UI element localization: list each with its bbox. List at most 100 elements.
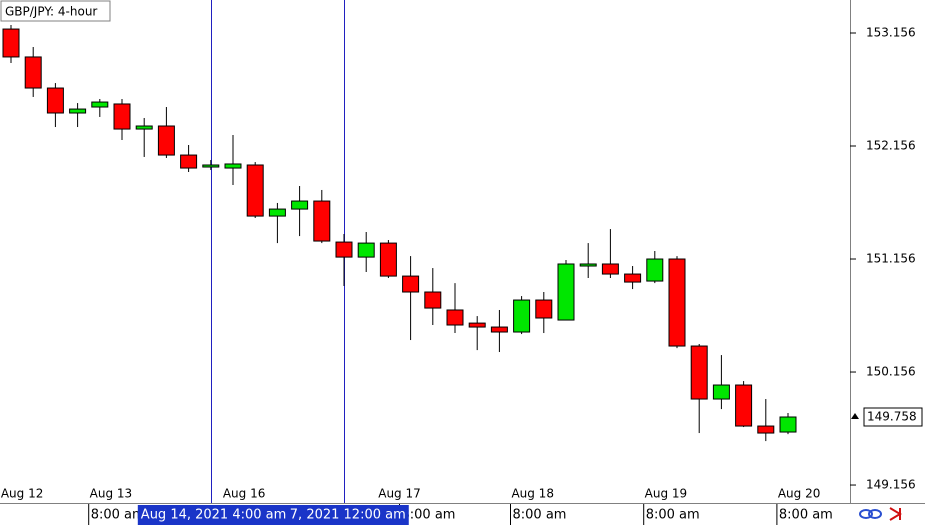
candle — [601, 229, 619, 279]
candle-body — [113, 103, 131, 130]
candle-body — [468, 322, 486, 328]
candle — [113, 98, 131, 141]
candle — [513, 296, 531, 335]
candle-body — [712, 384, 730, 400]
candle — [291, 186, 309, 237]
candle — [246, 162, 264, 218]
candle — [757, 399, 775, 442]
candle — [224, 135, 242, 185]
y-tick-label: 153.156 — [866, 25, 916, 39]
plot — [2, 0, 797, 503]
candle — [468, 316, 486, 351]
chart-title: GBP/JPY: 4-hour — [5, 5, 97, 19]
candle — [690, 343, 708, 434]
candle-body — [246, 164, 264, 217]
candle-body — [357, 242, 375, 258]
y-tick-label: 152.156 — [866, 139, 916, 153]
candle-body — [490, 326, 508, 333]
candle-body — [535, 299, 553, 319]
x-tick-label: Aug 13 — [90, 487, 133, 501]
time-label: 8:00 am — [646, 508, 700, 523]
x-tick-label: Aug 19 — [645, 487, 688, 501]
candle-body — [24, 56, 42, 89]
candle-body — [202, 164, 220, 168]
candle-body — [69, 108, 87, 114]
candle — [779, 413, 797, 435]
candle-body — [646, 258, 664, 282]
crosshair-label-box — [137, 505, 290, 525]
candle-body — [446, 309, 464, 326]
candle — [646, 250, 664, 284]
x-tick-label: Aug 20 — [778, 487, 821, 501]
candle — [180, 144, 198, 172]
y-tick-label: 149.156 — [866, 478, 916, 492]
link-icon[interactable] — [859, 509, 873, 519]
candle-body — [135, 125, 153, 130]
candle-body — [157, 125, 175, 156]
candle — [335, 234, 353, 287]
title-box — [0, 0, 111, 22]
candle-body — [735, 384, 753, 427]
candle — [402, 256, 420, 341]
x-tick-label: Aug 12 — [1, 487, 44, 501]
candle — [202, 160, 220, 170]
candle — [446, 283, 464, 334]
candle-body — [579, 263, 597, 267]
candle-body — [402, 275, 420, 293]
candle — [268, 202, 286, 244]
candle — [535, 292, 553, 334]
candle-body — [757, 425, 775, 434]
candle-body — [91, 101, 109, 108]
candle-body — [313, 200, 331, 242]
link-icon[interactable] — [868, 509, 882, 519]
candle — [424, 268, 442, 326]
scroll-icon[interactable] — [889, 507, 902, 521]
time-label: 8:00 am — [513, 508, 567, 523]
time-label: 8:00 am — [402, 508, 456, 523]
last-price-box — [863, 407, 923, 427]
candle — [157, 107, 175, 158]
time-label: 8:00 am — [91, 508, 145, 523]
x-tick-label: Aug 17 — [378, 487, 421, 501]
candle — [91, 98, 109, 117]
candle — [668, 256, 686, 349]
x-tick-label: Aug 18 — [511, 487, 554, 501]
y-tick-label: 151.156 — [866, 252, 916, 266]
candle — [379, 240, 397, 279]
y-tick-label: 150.156 — [866, 365, 916, 379]
axes: 149.156 150.156 151.156 152.156 153.156 — [850, 25, 916, 492]
candle-body — [180, 154, 198, 169]
candle-body — [779, 416, 797, 433]
last-price-arrow — [851, 413, 859, 420]
candle-body — [224, 163, 242, 169]
candle — [2, 24, 20, 64]
candle-body — [601, 263, 619, 275]
candle-body — [690, 345, 708, 400]
candle-body — [379, 242, 397, 277]
last-price-label: 149.758 — [867, 410, 917, 424]
candle-body — [335, 241, 353, 258]
candle-body — [668, 258, 686, 347]
candle-body — [46, 87, 64, 114]
x-tick-label: Aug 16 — [223, 487, 266, 501]
candle — [557, 260, 575, 321]
candle — [69, 103, 87, 128]
candle — [624, 266, 642, 290]
candle — [735, 381, 753, 428]
crosshair-label: Aug 14, 2021 4:00 am — [141, 508, 286, 523]
candle — [24, 47, 42, 97]
candle-body — [624, 273, 642, 283]
candle — [313, 189, 331, 244]
candle — [579, 243, 597, 279]
crosshair-label: Aug 17, 2021 12:00 am — [252, 508, 406, 523]
candle — [135, 117, 153, 157]
candle-body — [424, 291, 442, 309]
candle — [46, 83, 64, 128]
candle-body — [291, 200, 309, 210]
candle-body — [2, 28, 20, 58]
time-label: 8:00 am — [779, 508, 833, 523]
toolbar-icons[interactable] — [859, 507, 902, 521]
